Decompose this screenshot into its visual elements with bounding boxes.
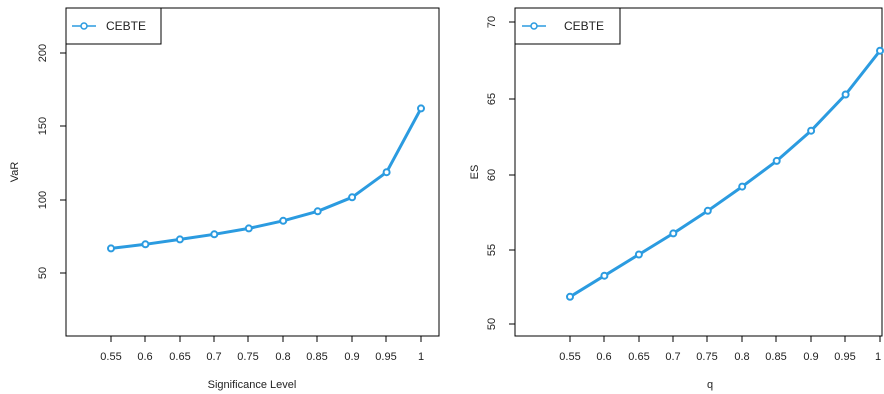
var-y-tick-label: 200 [37, 44, 49, 62]
es-series-line [569, 49, 882, 299]
var-legend-label: CEBTE [106, 19, 146, 33]
es-legend: CEBTE [514, 7, 621, 45]
var-y-tick-label: 150 [37, 117, 49, 135]
var-x-tick-label: 0.75 [237, 351, 258, 363]
es-x-tick-label: 0.7 [665, 351, 680, 363]
es-data-point [841, 90, 850, 99]
es-y-tick-label: 55 [486, 244, 498, 256]
var-data-point [141, 240, 150, 249]
es-y-tick-label: 50 [486, 318, 498, 330]
es-y-tick-label: 65 [486, 93, 498, 105]
var-x-axis-title: Significance Level [208, 379, 297, 391]
var-x-tick-label: 0.8 [275, 351, 290, 363]
es-x-tick-label: 0.85 [765, 351, 786, 363]
es-legend-label: CEBTE [564, 19, 604, 33]
var-series-cebte [107, 104, 425, 253]
var-y-tick-labels: 50 100 150 200 [37, 44, 49, 279]
var-x-tick-labels: 0.55 0.6 0.65 0.7 0.75 0.8 0.85 0.9 0.95… [100, 351, 424, 363]
var-x-tick-label: 1 [418, 351, 424, 363]
es-data-point [669, 229, 678, 238]
es-x-axis-title: q [707, 379, 713, 391]
var-data-point [175, 235, 184, 244]
es-y-tick-labels: 50 55 60 65 70 [486, 16, 498, 330]
es-y-tick-label: 60 [486, 169, 498, 181]
es-x-tick-label: 0.95 [834, 351, 855, 363]
var-x-tick-label: 0.65 [169, 351, 190, 363]
es-x-tick-label: 1 [875, 351, 881, 363]
es-x-tick-label: 0.65 [628, 351, 649, 363]
es-x-tick-label: 0.8 [734, 351, 749, 363]
var-data-point [244, 224, 253, 233]
var-data-point [279, 216, 288, 225]
es-data-point [566, 292, 574, 301]
var-data-point [107, 244, 115, 253]
es-x-ticks [569, 336, 881, 342]
es-x-tick-labels: 0.55 0.6 0.65 0.7 0.75 0.8 0.85 0.9 0.95… [559, 351, 881, 363]
var-data-point [382, 168, 391, 177]
es-data-point [600, 271, 609, 280]
es-series-cebte [566, 46, 884, 301]
var-plot-frame [65, 7, 440, 337]
var-y-tick-label: 50 [37, 267, 49, 279]
es-x-tick-label: 0.75 [696, 351, 717, 363]
es-data-point [876, 46, 884, 55]
es-data-point [634, 250, 643, 259]
var-data-point [417, 104, 425, 113]
es-x-tick-label: 0.9 [803, 351, 818, 363]
es-x-tick-label: 0.6 [596, 351, 611, 363]
var-x-tick-label: 0.6 [137, 351, 152, 363]
var-series-line [110, 107, 423, 250]
var-x-tick-label: 0.7 [206, 351, 221, 363]
var-data-point [348, 193, 357, 202]
es-y-axis-title: ES [469, 165, 481, 180]
var-data-point [210, 230, 219, 239]
es-y-ticks [509, 21, 515, 325]
es-data-point [703, 206, 712, 215]
var-x-tick-label: 0.95 [375, 351, 396, 363]
var-y-ticks [60, 52, 66, 274]
var-x-ticks [110, 336, 422, 342]
es-x-tick-label: 0.55 [559, 351, 580, 363]
var-panel: 0.55 0.6 0.65 0.7 0.75 0.8 0.85 0.9 0.95… [9, 7, 440, 391]
var-legend: CEBTE [65, 7, 162, 45]
var-data-point [313, 207, 322, 216]
es-panel: 0.55 0.6 0.65 0.7 0.75 0.8 0.85 0.9 0.95… [469, 7, 884, 391]
var-x-tick-label: 0.55 [100, 351, 121, 363]
var-x-tick-label: 0.9 [344, 351, 359, 363]
es-legend-marker [530, 22, 538, 30]
es-data-point [738, 182, 747, 191]
es-y-tick-label: 70 [486, 16, 498, 28]
es-data-point [807, 126, 816, 135]
es-plot-frame [514, 7, 883, 337]
var-legend-marker [80, 22, 88, 30]
var-y-tick-label: 100 [37, 191, 49, 209]
var-y-axis-title: VaR [9, 162, 21, 183]
var-x-tick-label: 0.85 [306, 351, 327, 363]
es-data-point [772, 156, 781, 165]
